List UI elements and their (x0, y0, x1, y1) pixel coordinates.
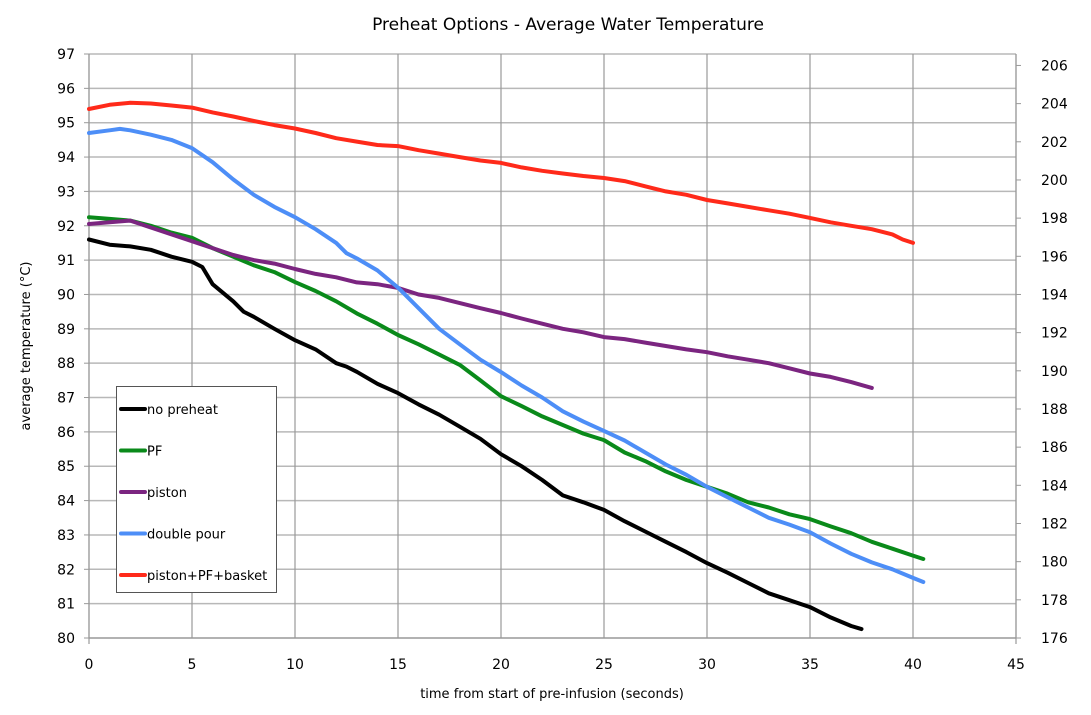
y-tick-label: 83 (57, 528, 75, 544)
y2-tick-label: 196 (1041, 249, 1068, 265)
y-axis-left: 80 81 82 83 84 85 86 87 88 89 90 91 92 93 94 95 96 97 (57, 47, 89, 647)
x-tick-label: 15 (389, 657, 407, 673)
y2-tick-label: 192 (1041, 326, 1068, 342)
y-tick-label: 93 (57, 184, 75, 200)
y-axis-title: average temperature (°C) (19, 262, 34, 431)
legend-label: piston (147, 486, 187, 501)
y2-tick-label: 180 (1041, 555, 1068, 571)
x-tick-label: 0 (85, 657, 94, 673)
x-tick-label: 5 (188, 657, 197, 673)
y-tick-label: 94 (57, 150, 75, 166)
x-axis-title: time from start of pre-infusion (seconds… (420, 687, 684, 702)
y2-tick-label: 186 (1041, 440, 1068, 456)
chart-title: Preheat Options - Average Water Temperat… (372, 15, 764, 35)
x-tick-label: 20 (492, 657, 510, 673)
x-tick-label: 30 (698, 657, 716, 673)
y-tick-label: 84 (57, 494, 75, 510)
series-line-piston (87, 218, 874, 390)
series-line-no-preheat (87, 237, 864, 632)
x-tick-label: 10 (286, 657, 304, 673)
y2-tick-label: 204 (1041, 97, 1068, 113)
y-tick-label: 85 (57, 459, 75, 475)
y-tick-label: 87 (57, 391, 75, 407)
legend-label: double pour (147, 528, 226, 543)
y2-tick-label: 194 (1041, 287, 1068, 303)
y2-tick-label: 184 (1041, 478, 1068, 494)
y2-tick-label: 206 (1041, 58, 1068, 74)
y2-tick-label: 182 (1041, 516, 1068, 532)
y2-tick-label: 198 (1041, 211, 1068, 227)
series-group (87, 100, 926, 632)
y2-tick-label: 190 (1041, 364, 1068, 380)
y-tick-label: 95 (57, 116, 75, 132)
y2-tick-label: 176 (1041, 631, 1068, 647)
y-tick-label: 80 (57, 631, 75, 647)
y-tick-label: 90 (57, 287, 75, 303)
series-line-piston-pf-basket (87, 100, 915, 245)
y-tick-label: 88 (57, 356, 75, 372)
y-axis-right: 176 178 180 182 184 186 188 190 192 194 196 198 200 2… (1016, 58, 1068, 647)
x-tick-label: 35 (801, 657, 819, 673)
y-tick-label: 91 (57, 253, 75, 269)
legend-label: PF (147, 445, 162, 460)
y-tick-label: 89 (57, 322, 75, 338)
y2-tick-label: 178 (1041, 593, 1068, 609)
x-tick-label: 45 (1007, 657, 1025, 673)
y2-tick-label: 188 (1041, 402, 1068, 418)
y-tick-label: 97 (57, 47, 75, 63)
legend: no preheat PF piston double pour piston+PF+b… (116, 386, 277, 593)
y-tick-label: 86 (57, 425, 75, 441)
y2-tick-label: 200 (1041, 173, 1068, 189)
y-tick-label: 96 (57, 81, 75, 97)
y-tick-label: 81 (57, 597, 75, 613)
x-tick-label: 40 (904, 657, 922, 673)
y-tick-label: 92 (57, 219, 75, 235)
y-tick-label: 82 (57, 562, 75, 578)
x-tick-label: 25 (595, 657, 613, 673)
legend-label: no preheat (147, 403, 218, 418)
series-line-double-pour (87, 126, 926, 584)
legend-label: piston+PF+basket (147, 569, 267, 584)
y2-tick-label: 202 (1041, 135, 1068, 151)
legend-box (116, 386, 277, 593)
x-axis: 0 5 10 15 20 25 30 35 40 45 (85, 657, 1025, 673)
